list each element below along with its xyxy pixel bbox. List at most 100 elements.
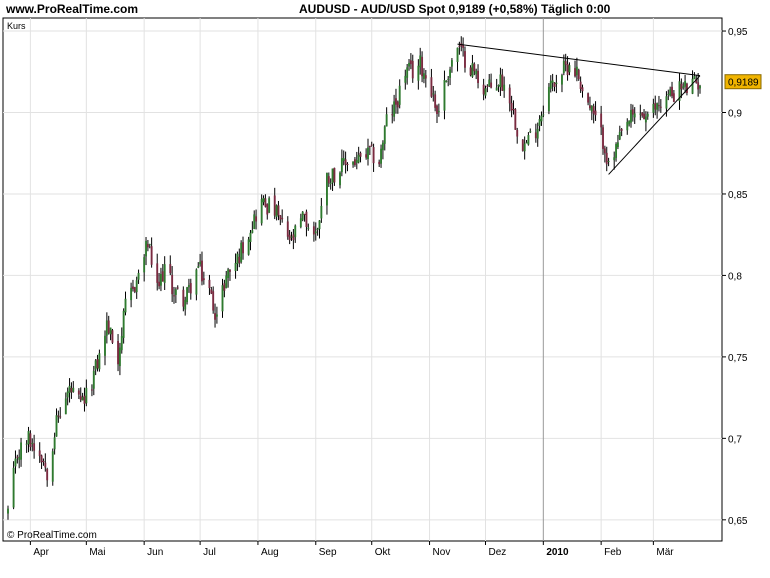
candle-down: [346, 163, 349, 166]
candle-up: [499, 74, 502, 88]
candle-up: [633, 113, 636, 118]
candle-down: [654, 102, 657, 110]
candle-up: [260, 199, 263, 224]
candle-up: [551, 80, 554, 83]
candle-down: [171, 274, 174, 295]
candle-down: [117, 340, 119, 365]
trendline-upper[interactable]: [457, 43, 701, 77]
candle-down: [589, 105, 591, 109]
candle-up: [55, 415, 58, 437]
candle-down: [238, 256, 241, 264]
candle-down: [42, 460, 45, 463]
candle-up: [417, 65, 420, 81]
candle-up: [562, 60, 565, 73]
candle-down: [430, 77, 433, 97]
candle-up: [380, 148, 382, 164]
candle-down: [482, 84, 485, 95]
candle-up: [616, 142, 619, 148]
y-tick-label: 0,7: [728, 434, 742, 445]
candle-up: [184, 299, 187, 310]
candle-down: [133, 287, 136, 292]
site-name[interactable]: www.ProRealTime.com: [6, 2, 139, 16]
candle-up: [53, 437, 56, 450]
candle-up: [199, 261, 202, 265]
candle-down: [70, 387, 73, 393]
candle-down: [477, 70, 479, 84]
candle-up: [437, 110, 440, 112]
candle-up: [66, 391, 69, 398]
candle-down: [564, 61, 567, 65]
candle-up: [145, 240, 147, 257]
candle-down: [189, 283, 192, 294]
candle-up: [542, 114, 545, 116]
candle-down: [150, 246, 153, 265]
candle-up: [331, 168, 334, 183]
chart-header: www.ProRealTime.com AUDUSD - AUD/USD Spo…: [0, 0, 770, 18]
candle-up: [275, 205, 278, 217]
candle-down: [292, 234, 295, 241]
candle-down: [592, 106, 595, 114]
candle-down: [281, 217, 284, 220]
candle-up: [92, 370, 95, 389]
candle-down: [229, 269, 231, 272]
candle-up: [450, 60, 453, 67]
candle-down: [305, 211, 308, 227]
candle-up: [253, 214, 256, 230]
candle-down: [501, 74, 504, 91]
candle-up: [240, 242, 243, 263]
candle-up: [314, 231, 317, 234]
candle-up: [122, 310, 125, 338]
candle-up: [684, 81, 687, 87]
candle-down: [83, 395, 86, 404]
candle-up: [699, 85, 701, 89]
candle-down: [210, 289, 213, 294]
candle-up: [81, 397, 84, 401]
y-tick-label: 0,85: [728, 190, 748, 201]
candle-up: [367, 147, 369, 160]
candle-up: [406, 67, 409, 78]
candle-down: [508, 87, 511, 104]
x-tick-label: Nov: [433, 547, 451, 558]
candle-down: [641, 112, 644, 116]
candle-up: [98, 353, 101, 370]
candle-up: [316, 228, 319, 230]
candle-up: [385, 114, 388, 127]
candle-up: [527, 135, 530, 145]
candle-down: [396, 101, 399, 108]
candle-up: [94, 360, 97, 370]
candle-down: [77, 390, 80, 395]
x-tick-label: Aug: [261, 547, 279, 558]
candle-up: [561, 75, 563, 85]
candle-up: [615, 144, 618, 158]
candle-up: [555, 82, 558, 85]
candle-down: [59, 416, 62, 418]
candle-up: [630, 110, 632, 123]
candle-up: [186, 287, 189, 303]
candle-up: [221, 285, 224, 312]
candle-up: [618, 131, 621, 140]
candle-up: [383, 126, 386, 144]
candle-up: [51, 451, 54, 482]
candle-down: [579, 81, 582, 89]
y-tick-label: 0,9: [728, 108, 742, 119]
candle-down: [286, 221, 289, 237]
candle-down: [378, 161, 381, 165]
candle-down: [409, 60, 412, 65]
x-tick-label: Sep: [319, 547, 337, 558]
candle-up: [64, 398, 67, 415]
candle-down: [277, 205, 280, 216]
candle-up: [262, 197, 265, 203]
candle-down: [574, 68, 576, 77]
candle-up: [626, 121, 629, 131]
candle-up: [25, 443, 28, 445]
candle-up: [408, 62, 410, 67]
candle-down: [566, 64, 569, 76]
trendline-lower[interactable]: [608, 75, 701, 175]
candle-down: [462, 44, 465, 48]
candle-down: [434, 94, 437, 108]
candle-up: [236, 253, 239, 264]
candle-down: [353, 159, 356, 166]
candle-down: [521, 139, 524, 151]
candle-up: [294, 225, 297, 238]
x-tick-label: Apr: [33, 547, 49, 558]
